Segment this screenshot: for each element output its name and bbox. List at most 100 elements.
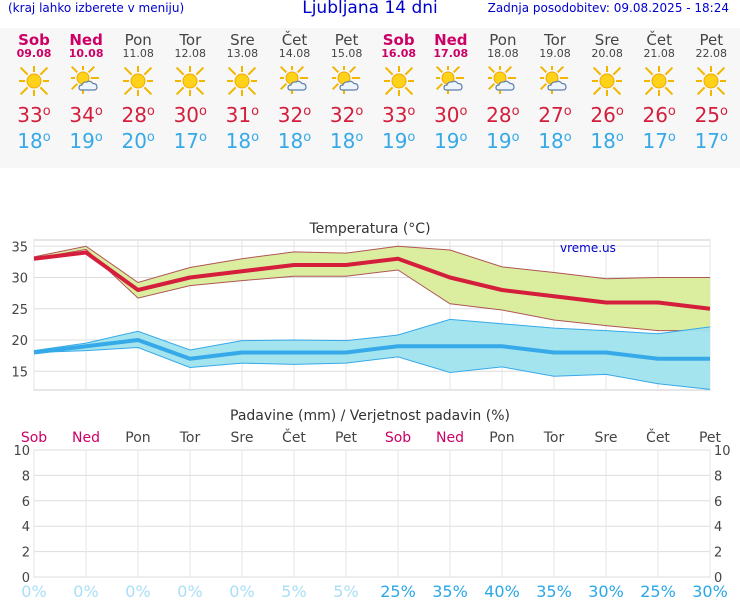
day-date: 20.08 (591, 47, 623, 60)
y-tick-label-right: 0 (714, 571, 722, 586)
day-forecast[interactable]: Ned 17.08 30o 19o (425, 28, 477, 152)
day-forecast[interactable]: Sre 13.08 31o 18o (216, 28, 268, 152)
day-date: 18.08 (487, 47, 519, 60)
day-forecast[interactable]: Sob 16.08 33o 19o (373, 28, 425, 152)
y-tick-label-left: 8 (22, 469, 30, 484)
max-temp: 26o (642, 103, 676, 127)
y-tick-label-right: 8 (714, 469, 722, 484)
max-temp: 32o (329, 103, 364, 127)
y-tick-label-left: 6 (22, 495, 30, 510)
day-name: Pet (699, 31, 724, 49)
day-forecast[interactable]: Ned 10.08 34o 19o (60, 28, 112, 152)
max-temp: 33o (17, 103, 51, 127)
range-lower-edge (33, 248, 710, 332)
y-tick-label: 15 (11, 365, 28, 380)
min-temp: 20o (121, 129, 155, 153)
min-temp: 18o (329, 129, 364, 153)
sun-icon (644, 66, 675, 96)
partly-cloudy-icon (540, 66, 568, 94)
day-name: Ned (69, 31, 103, 49)
precipitation-probability: 25% (380, 582, 416, 600)
day-forecast[interactable]: Tor 19.08 27o 18o (529, 28, 581, 152)
range-upper-edge (33, 245, 710, 284)
min-temp: 19o (486, 129, 520, 153)
max-temp: 30o (173, 103, 207, 127)
y-tick-label-left: 4 (22, 520, 30, 535)
day-name: Tor (544, 31, 566, 49)
day-forecast[interactable]: Pet 22.08 25o 17o (685, 28, 737, 152)
min-temp: 17o (694, 129, 728, 153)
precipitation-probability: 0% (125, 582, 150, 600)
precipitation-probability: 30% (692, 582, 728, 600)
max-temp: 30o (434, 103, 468, 127)
day-date: 22.08 (695, 47, 728, 60)
min-temp: 19o (381, 129, 416, 153)
day-name: Pon (124, 31, 152, 49)
location-menu-note[interactable]: (kraj lahko izberete v meniju) (8, 1, 185, 15)
day-date: 10.08 (68, 47, 104, 60)
day-date: 14.08 (278, 47, 311, 60)
sun-icon (123, 66, 154, 96)
max-temp: 26o (590, 103, 624, 127)
sun-icon (383, 66, 414, 96)
day-forecast[interactable]: Pet 15.08 32o 18o (321, 28, 373, 152)
x-tick-label: Sob (385, 430, 411, 446)
min-temp: 17o (642, 129, 676, 153)
min-temp: 18o (277, 129, 312, 153)
day-name: Pon (489, 31, 517, 49)
day-date: 09.08 (16, 47, 52, 60)
y-tick-label: 25 (11, 303, 28, 318)
y-tick-label-right: 4 (714, 520, 722, 535)
precipitation-probability: 40% (484, 582, 520, 600)
day-name: Sob (18, 31, 50, 49)
day-date: 17.08 (433, 47, 469, 60)
y-tick-label: 35 (11, 240, 28, 255)
x-tick-label: Ned (436, 430, 464, 446)
day-forecast[interactable]: Čet 21.08 26o 17o (633, 28, 685, 152)
day-name: Sob (382, 31, 415, 49)
y-tick-label-left: 2 (22, 546, 30, 561)
x-tick-label: Tor (543, 430, 565, 446)
precipitation-probability: 35% (432, 582, 468, 600)
partly-cloudy-icon (435, 66, 464, 94)
day-forecast[interactable]: Čet 14.08 32o 18o (269, 28, 321, 152)
watermark-label: vreme.us (560, 241, 616, 255)
day-forecast[interactable]: Pon 11.08 28o 20o (112, 28, 164, 152)
x-tick-label: Pon (125, 430, 150, 446)
max-temp: 27o (538, 103, 572, 127)
day-name: Ned (434, 31, 468, 49)
min-temp: 18o (590, 129, 624, 153)
day-date: 11.08 (122, 47, 154, 60)
y-tick-label-right: 6 (714, 495, 722, 510)
x-tick-label: Pon (489, 430, 514, 446)
header-bar: (kraj lahko izberete v meniju) Ljubljana… (0, 0, 740, 22)
day-name: Sre (230, 31, 255, 49)
partly-cloudy-icon (279, 66, 308, 94)
precipitation-chart-title: Padavine (mm) / Verjetnost padavin (%) (230, 408, 510, 424)
y-tick-label-left: 0 (22, 571, 30, 586)
day-forecast[interactable]: Pon 18.08 28o 19o (477, 28, 529, 152)
day-date: 21.08 (643, 47, 675, 60)
precipitation-probability: 5% (333, 582, 358, 600)
x-tick-label: Čet (282, 428, 306, 446)
partly-cloudy-icon (487, 66, 516, 94)
range-upper-edge (33, 318, 711, 352)
sun-icon (592, 66, 623, 96)
day-forecast[interactable]: Sre 20.08 26o 18o (581, 28, 633, 152)
y-tick-label: 20 (11, 334, 28, 349)
min-temp: 18o (225, 129, 260, 153)
y-tick-label-right: 10 (714, 444, 731, 459)
max-temp: 33o (381, 103, 416, 127)
range-lower-edge (33, 346, 711, 390)
partly-cloudy-icon (331, 66, 360, 94)
x-tick-label: Pet (335, 430, 358, 446)
day-name: Tor (179, 31, 202, 49)
day-name: Sre (594, 31, 620, 49)
day-name: Pet (334, 31, 359, 49)
day-forecast[interactable]: Tor 12.08 30o 17o (164, 28, 216, 152)
max-temp: 28o (121, 103, 155, 127)
sun-icon (19, 66, 49, 96)
temperature-chart-title: Temperatura (°C) (308, 221, 430, 237)
day-forecast[interactable]: Sob 09.08 33o 18o (8, 28, 60, 152)
